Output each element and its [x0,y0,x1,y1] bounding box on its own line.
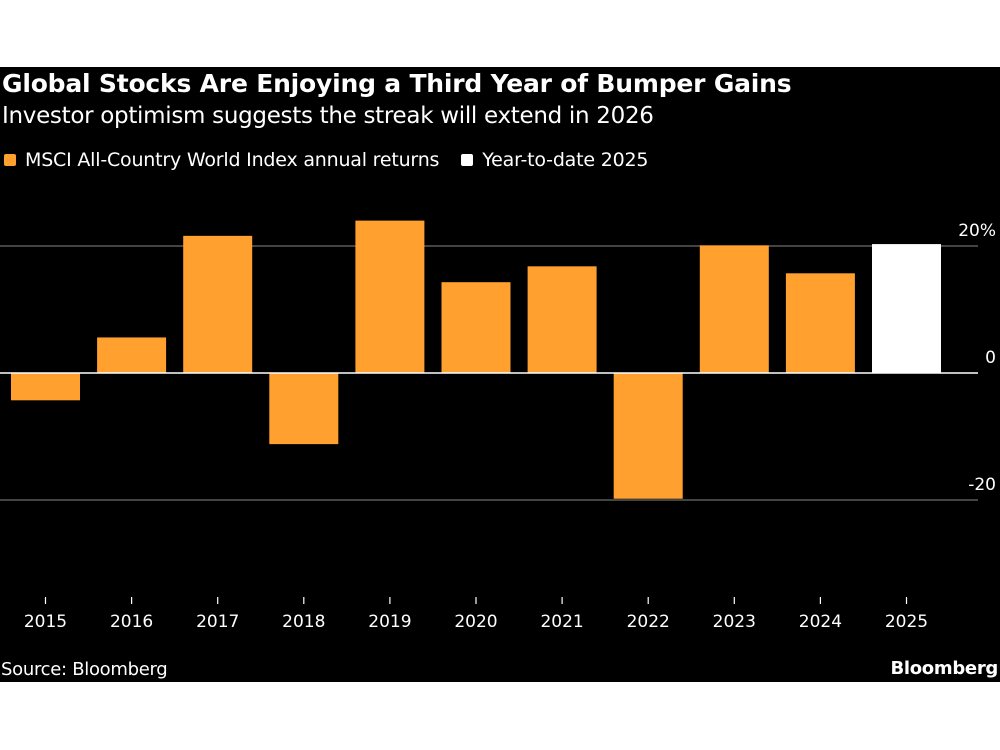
bar-annual-2017 [183,235,253,373]
x-tick-label-2021: 2021 [540,612,583,632]
bar-annual-2020 [441,282,511,373]
legend-swatch-annual [4,154,16,166]
bar-annual-2015 [11,373,80,401]
chart-title: Global Stocks Are Enjoying a Third Year … [2,69,792,98]
legend-item-annual: MSCI All-Country World Index annual retu… [4,149,439,171]
bar-annual-2016 [97,337,167,373]
x-tick-label-2025: 2025 [885,612,928,632]
bar-annual-2024 [785,273,855,373]
legend-label-annual: MSCI All-Country World Index annual retu… [25,149,440,171]
x-tick-label-2017: 2017 [196,612,239,632]
legend-swatch-ytd [461,154,474,166]
x-tick-label-2020: 2020 [454,612,497,632]
bar-annual-2022 [613,373,683,499]
source-note: Source: Bloomberg [1,659,168,680]
legend-item-ytd: Year-to-date 2025 [461,149,648,171]
x-tick-label-2018: 2018 [282,612,325,632]
y-tick-label-neg20: -20 [968,475,996,495]
bar-chart: 20% 0 -20 2015 2016 2017 2018 2019 2020 2021 2022 2… [0,220,996,632]
x-tick-label-2019: 2019 [368,612,411,632]
bloomberg-logo: Bloomberg [890,658,998,679]
x-tick-label-2024: 2024 [799,612,842,632]
chart-subtitle: Investor optimism suggests the streak wi… [2,103,654,129]
bar-annual-2019 [355,220,425,373]
bar-ytd-2025 [872,244,941,373]
x-tick-label-2022: 2022 [627,612,670,632]
bar-annual-2021 [527,266,597,373]
chart-panel: Global Stocks Are Enjoying a Third Year … [0,67,1000,682]
x-tick-label-2015: 2015 [24,612,67,632]
x-tick-label-2023: 2023 [713,612,756,632]
x-tick-label-2016: 2016 [110,612,153,632]
bar-annual-2023 [699,245,769,373]
legend-label-ytd: Year-to-date 2025 [482,149,649,171]
bar-annual-2018 [269,373,339,445]
y-tick-label-0: 0 [985,348,996,368]
y-tick-label-20: 20% [958,221,996,241]
legend: MSCI All-Country World Index annual retu… [4,147,670,173]
